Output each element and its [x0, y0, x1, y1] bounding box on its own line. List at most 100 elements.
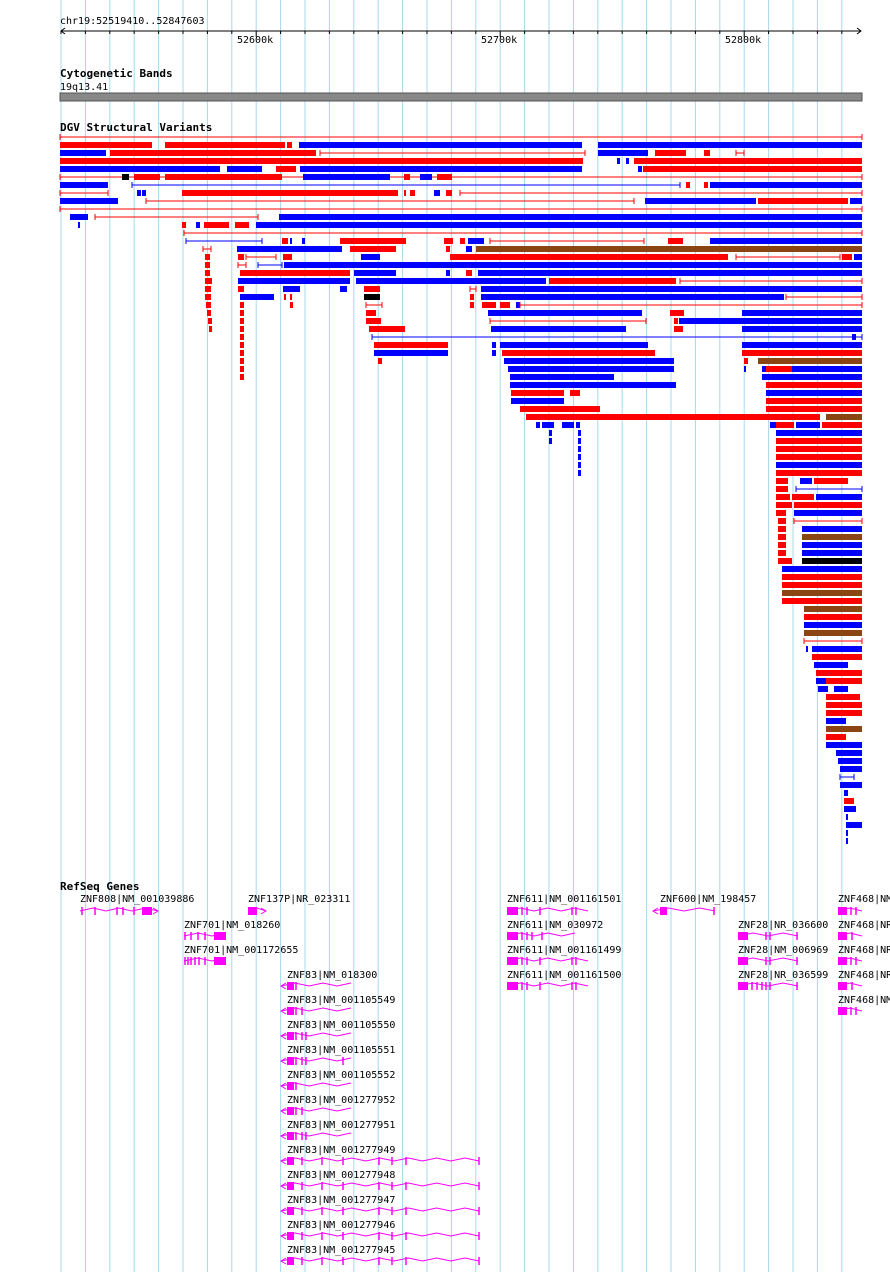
dgv-variant[interactable]	[782, 598, 862, 604]
dgv-variant[interactable]	[598, 150, 648, 156]
gene-model[interactable]	[837, 932, 863, 940]
dgv-variant[interactable]	[674, 318, 678, 324]
ruler[interactable]: chr19:52519410..52847603 52600k 52700k 5…	[60, 16, 862, 46]
dgv-variant[interactable]	[578, 446, 581, 452]
gene-label[interactable]: ZNF83|NM_001277948	[287, 1170, 395, 1181]
dgv-variant[interactable]	[290, 238, 292, 244]
dgv-variant[interactable]	[470, 302, 474, 308]
dgv-variant[interactable]	[185, 238, 263, 244]
dgv-variant[interactable]	[481, 294, 784, 300]
dgv-variant[interactable]	[371, 334, 863, 340]
dgv-variant[interactable]	[361, 254, 380, 260]
dgv-variant[interactable]	[598, 142, 862, 148]
dgv-variant[interactable]	[205, 286, 211, 292]
dgv-variant[interactable]	[510, 374, 614, 380]
gene-label[interactable]: ZNF83|NM_001277949	[287, 1145, 395, 1156]
dgv-variant[interactable]	[634, 158, 862, 164]
dgv-variant[interactable]	[466, 270, 472, 276]
dgv-variant[interactable]	[459, 190, 863, 196]
dgv-variant[interactable]	[444, 238, 453, 244]
dgv-variant[interactable]	[814, 662, 848, 668]
dgv-variant[interactable]	[846, 822, 862, 828]
gene-label[interactable]: ZNF83|NM_018300	[287, 970, 377, 981]
gene-label[interactable]: ZNF611|NM_001161499	[507, 945, 621, 956]
dgv-variant[interactable]	[290, 294, 292, 300]
dgv-variant[interactable]	[205, 262, 210, 268]
dgv-variant[interactable]	[520, 406, 600, 412]
dgv-variant[interactable]	[638, 166, 642, 172]
dgv-features[interactable]	[59, 134, 863, 844]
dgv-variant[interactable]	[227, 166, 262, 172]
dgv-variant[interactable]	[245, 254, 277, 260]
dgv-variant[interactable]	[549, 438, 552, 444]
dgv-variant[interactable]	[354, 270, 396, 276]
dgv-variant[interactable]	[655, 150, 686, 156]
dgv-track[interactable]: DGV Structural Variants	[59, 121, 863, 844]
dgv-variant[interactable]	[782, 566, 862, 572]
dgv-variant[interactable]	[489, 318, 647, 324]
dgv-variant[interactable]	[670, 310, 684, 316]
dgv-variant[interactable]	[237, 262, 247, 268]
dgv-variant[interactable]	[205, 254, 210, 260]
dgv-variant[interactable]	[110, 150, 316, 156]
gene-model[interactable]	[280, 1207, 480, 1215]
dgv-variant[interactable]	[782, 582, 862, 588]
dgv-variant[interactable]	[794, 510, 862, 516]
cytoband-track[interactable]: Cytogenetic Bands 19q13.41	[59, 67, 863, 102]
dgv-variant[interactable]	[578, 470, 581, 476]
dgv-variant[interactable]	[804, 622, 862, 628]
gene-model[interactable]	[247, 907, 267, 915]
gene-model[interactable]	[837, 957, 863, 965]
dgv-variant[interactable]	[282, 238, 288, 244]
dgv-variant[interactable]	[578, 438, 581, 444]
dgv-variant[interactable]	[742, 310, 862, 316]
dgv-variant[interactable]	[257, 262, 283, 268]
gene-model[interactable]	[183, 957, 227, 965]
dgv-variant[interactable]	[237, 246, 342, 252]
gene-label[interactable]: ZNF611|NM_001161501	[507, 894, 621, 905]
gene-label[interactable]: ZNF28|NM_006969	[738, 945, 828, 956]
dgv-variant[interactable]	[686, 182, 690, 188]
dgv-variant[interactable]	[758, 358, 862, 364]
dgv-variant[interactable]	[196, 222, 200, 228]
dgv-variant[interactable]	[766, 382, 862, 388]
gene-model[interactable]	[280, 1007, 352, 1015]
dgv-variant[interactable]	[679, 318, 862, 324]
dgv-variant[interactable]	[489, 238, 645, 244]
gene-label[interactable]: ZNF83|NM_001277951	[287, 1120, 395, 1131]
dgv-variant[interactable]	[60, 142, 152, 148]
dgv-variant[interactable]	[287, 142, 292, 148]
gene-model[interactable]	[280, 1032, 352, 1040]
dgv-variant[interactable]	[792, 494, 814, 500]
dgv-variant[interactable]	[812, 646, 862, 652]
dgv-variant[interactable]	[469, 286, 477, 292]
dgv-variant[interactable]	[766, 390, 862, 396]
gene-label[interactable]: ZNF83|NM_001105552	[287, 1070, 395, 1081]
gene-label[interactable]: ZNF611|NM_030972	[507, 920, 603, 931]
gene-model[interactable]	[280, 1182, 480, 1190]
dgv-variant[interactable]	[446, 246, 450, 252]
dgv-variant[interactable]	[742, 350, 862, 356]
dgv-variant[interactable]	[240, 374, 244, 380]
dgv-variant[interactable]	[137, 190, 141, 196]
dgv-variant[interactable]	[420, 174, 432, 180]
dgv-variant[interactable]	[840, 766, 862, 772]
dgv-variant[interactable]	[410, 190, 415, 196]
dgv-variant[interactable]	[283, 286, 300, 292]
dgv-variant[interactable]	[364, 286, 380, 292]
dgv-variant[interactable]	[183, 230, 863, 236]
dgv-variant[interactable]	[776, 502, 792, 508]
dgv-variant[interactable]	[776, 446, 862, 452]
dgv-variant[interactable]	[812, 654, 862, 660]
dgv-variant[interactable]	[142, 190, 146, 196]
gene-model[interactable]	[280, 1057, 352, 1065]
dgv-variant[interactable]	[822, 422, 862, 428]
dgv-variant[interactable]	[500, 342, 648, 348]
dgv-variant[interactable]	[478, 270, 862, 276]
gene-model[interactable]	[506, 907, 589, 915]
dgv-variant[interactable]	[59, 206, 863, 212]
gene-model[interactable]	[280, 1107, 352, 1115]
dgv-variant[interactable]	[744, 358, 748, 364]
gene-model[interactable]	[837, 982, 863, 990]
gene-model[interactable]	[737, 957, 799, 965]
